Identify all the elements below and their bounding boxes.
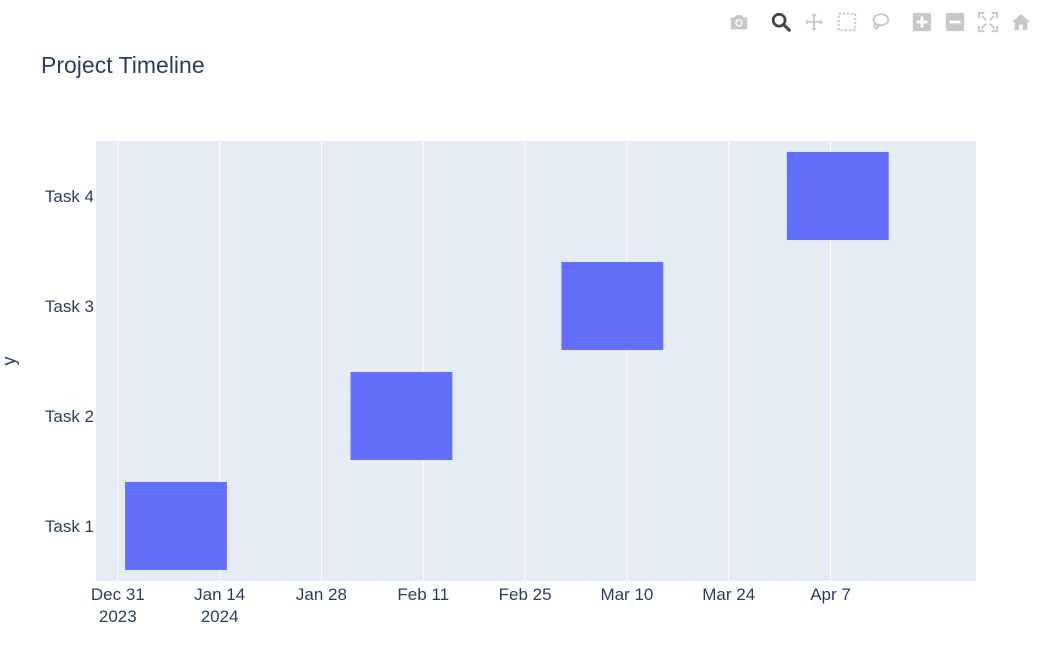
y-tick-label: Task 4 xyxy=(45,187,94,206)
zoom-button[interactable] xyxy=(767,8,795,36)
x-tick-label: Jan 14 xyxy=(194,585,245,604)
x-tick-labels: Dec 31 2023 Jan 14 2024 Jan 28 Feb 11 Feb 25 Ma… xyxy=(91,585,851,626)
modebar-group-tools xyxy=(767,8,894,36)
modebar xyxy=(717,8,1035,36)
box-select-icon xyxy=(837,12,857,32)
lasso-select-icon xyxy=(872,13,890,30)
modebar-group-view xyxy=(908,8,1035,36)
bar-task-1[interactable] xyxy=(125,482,227,570)
y-axis-title: y xyxy=(0,357,19,366)
modebar-group-export xyxy=(725,8,753,36)
x-tick-label: Apr 7 xyxy=(810,585,851,604)
chart-title: Project Timeline xyxy=(41,52,205,78)
camera-icon xyxy=(730,15,748,30)
autoscale-button[interactable] xyxy=(974,8,1002,36)
y-tick-label: Task 3 xyxy=(45,297,94,316)
x-tick-sublabel: 2023 xyxy=(99,607,137,626)
y-tick-label: Task 1 xyxy=(45,517,94,536)
pan-button[interactable] xyxy=(800,8,828,36)
camera-button[interactable] xyxy=(725,8,753,36)
bar-task-2[interactable] xyxy=(350,372,453,460)
reset-axes-button[interactable] xyxy=(1007,8,1035,36)
zoom-in-button[interactable] xyxy=(908,8,936,36)
bar-task-4[interactable] xyxy=(786,152,889,240)
zoom-out-icon xyxy=(945,12,965,32)
zoom-out-button[interactable] xyxy=(941,8,969,36)
lasso-select-button[interactable] xyxy=(866,8,894,36)
bars xyxy=(125,152,889,570)
zoom-in-icon xyxy=(912,12,932,32)
box-select-button[interactable] xyxy=(833,8,861,36)
y-tick-labels: Task 1 Task 2 Task 3 Task 4 xyxy=(45,187,94,536)
x-tick-label: Mar 24 xyxy=(702,585,755,604)
home-icon xyxy=(1011,13,1031,31)
y-tick-label: Task 2 xyxy=(45,407,94,426)
x-tick-label: Feb 25 xyxy=(499,585,552,604)
x-tick-label: Dec 31 xyxy=(91,585,145,604)
bar-task-3[interactable] xyxy=(561,262,664,350)
autoscale-icon xyxy=(977,11,999,33)
x-tick-label: Jan 28 xyxy=(296,585,347,604)
x-tick-label: Mar 10 xyxy=(600,585,653,604)
pan-icon xyxy=(804,12,824,32)
x-tick-label: Feb 11 xyxy=(397,585,449,604)
x-tick-sublabel: 2024 xyxy=(201,607,239,626)
zoom-icon xyxy=(771,12,791,32)
